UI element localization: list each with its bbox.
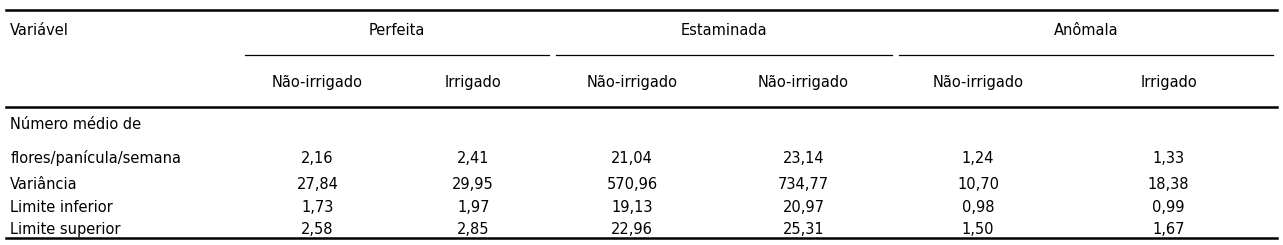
Text: Não-irrigado: Não-irrigado bbox=[272, 74, 363, 90]
Text: Estaminada: Estaminada bbox=[681, 23, 767, 38]
Text: 2,41: 2,41 bbox=[457, 150, 489, 166]
Text: 22,96: 22,96 bbox=[611, 221, 653, 237]
Text: Número médio de: Número médio de bbox=[10, 117, 141, 133]
Text: 0,99: 0,99 bbox=[1152, 199, 1185, 215]
Text: 1,50: 1,50 bbox=[962, 221, 994, 237]
Text: 1,67: 1,67 bbox=[1152, 221, 1185, 237]
Text: 19,13: 19,13 bbox=[611, 199, 653, 215]
Text: 25,31: 25,31 bbox=[783, 221, 824, 237]
Text: Perfeita: Perfeita bbox=[368, 23, 425, 38]
Text: Anômala: Anômala bbox=[1053, 23, 1119, 38]
Text: 18,38: 18,38 bbox=[1148, 177, 1189, 193]
Text: 0,98: 0,98 bbox=[962, 199, 994, 215]
Text: 1,97: 1,97 bbox=[457, 199, 489, 215]
Text: 20,97: 20,97 bbox=[783, 199, 825, 215]
Text: 27,84: 27,84 bbox=[296, 177, 339, 193]
Text: 2,85: 2,85 bbox=[457, 221, 489, 237]
Text: 734,77: 734,77 bbox=[777, 177, 829, 193]
Text: 10,70: 10,70 bbox=[957, 177, 999, 193]
Text: Variância: Variância bbox=[10, 177, 78, 193]
Text: Não-irrigado: Não-irrigado bbox=[933, 74, 1024, 90]
Text: Não-irrigado: Não-irrigado bbox=[586, 74, 677, 90]
Text: Limite superior: Limite superior bbox=[10, 221, 121, 237]
Text: 2,16: 2,16 bbox=[302, 150, 334, 166]
Text: flores/panícula/semana: flores/panícula/semana bbox=[10, 150, 181, 166]
Text: 570,96: 570,96 bbox=[607, 177, 657, 193]
Text: 29,95: 29,95 bbox=[453, 177, 494, 193]
Text: 1,33: 1,33 bbox=[1152, 150, 1184, 166]
Text: Não-irrigado: Não-irrigado bbox=[758, 74, 849, 90]
Text: Irrigado: Irrigado bbox=[1141, 74, 1197, 90]
Text: 1,73: 1,73 bbox=[302, 199, 334, 215]
Text: Irrigado: Irrigado bbox=[445, 74, 502, 90]
Text: 23,14: 23,14 bbox=[783, 150, 824, 166]
Text: 2,58: 2,58 bbox=[302, 221, 334, 237]
Text: Variável: Variável bbox=[10, 23, 69, 38]
Text: 1,24: 1,24 bbox=[962, 150, 994, 166]
Text: Limite inferior: Limite inferior bbox=[10, 199, 113, 215]
Text: 21,04: 21,04 bbox=[611, 150, 653, 166]
